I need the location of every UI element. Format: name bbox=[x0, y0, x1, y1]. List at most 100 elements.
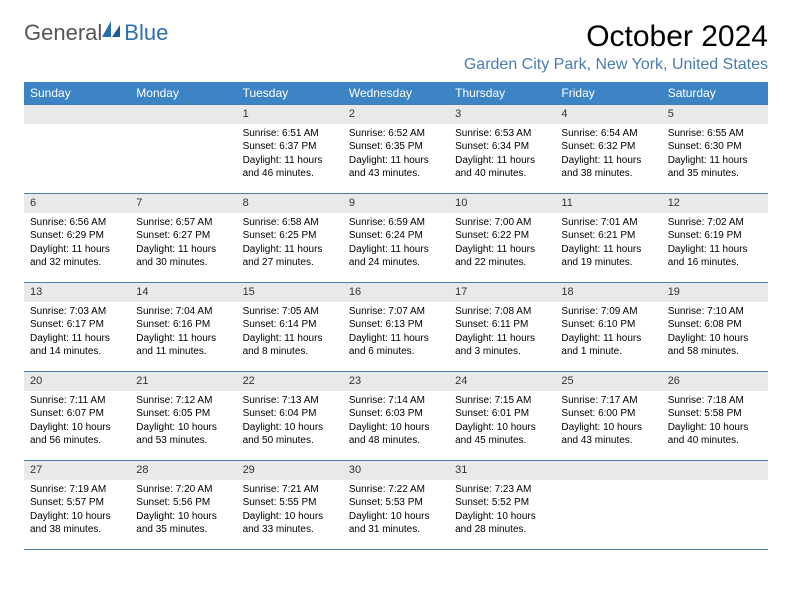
calendar-cell: 19Sunrise: 7:10 AMSunset: 6:08 PMDayligh… bbox=[662, 283, 768, 371]
day-number: 20 bbox=[24, 372, 130, 391]
calendar-cell: 31Sunrise: 7:23 AMSunset: 5:52 PMDayligh… bbox=[449, 461, 555, 549]
day-number: 18 bbox=[555, 283, 661, 302]
cell-body: Sunrise: 7:19 AMSunset: 5:57 PMDaylight:… bbox=[24, 480, 130, 543]
calendar-cell: 29Sunrise: 7:21 AMSunset: 5:55 PMDayligh… bbox=[237, 461, 343, 549]
title-block: October 2024 Garden City Park, New York,… bbox=[464, 20, 768, 74]
calendar-cell: 11Sunrise: 7:01 AMSunset: 6:21 PMDayligh… bbox=[555, 194, 661, 282]
day-number: 17 bbox=[449, 283, 555, 302]
day-number: 31 bbox=[449, 461, 555, 480]
cell-body: Sunrise: 6:51 AMSunset: 6:37 PMDaylight:… bbox=[237, 124, 343, 187]
logo: General Blue bbox=[24, 20, 168, 46]
day-number bbox=[555, 461, 661, 480]
cell-body: Sunrise: 7:10 AMSunset: 6:08 PMDaylight:… bbox=[662, 302, 768, 365]
cell-body: Sunrise: 6:55 AMSunset: 6:30 PMDaylight:… bbox=[662, 124, 768, 187]
calendar-cell: 20Sunrise: 7:11 AMSunset: 6:07 PMDayligh… bbox=[24, 372, 130, 460]
cell-body: Sunrise: 6:59 AMSunset: 6:24 PMDaylight:… bbox=[343, 213, 449, 276]
calendar-cell: 18Sunrise: 7:09 AMSunset: 6:10 PMDayligh… bbox=[555, 283, 661, 371]
cell-body: Sunrise: 6:58 AMSunset: 6:25 PMDaylight:… bbox=[237, 213, 343, 276]
day-number: 29 bbox=[237, 461, 343, 480]
day-number: 5 bbox=[662, 105, 768, 124]
calendar-cell: 9Sunrise: 6:59 AMSunset: 6:24 PMDaylight… bbox=[343, 194, 449, 282]
day-number: 3 bbox=[449, 105, 555, 124]
day-header: Sunday bbox=[24, 82, 130, 104]
logo-sail-icon bbox=[100, 19, 122, 44]
cell-body: Sunrise: 7:08 AMSunset: 6:11 PMDaylight:… bbox=[449, 302, 555, 365]
cell-body: Sunrise: 7:13 AMSunset: 6:04 PMDaylight:… bbox=[237, 391, 343, 454]
day-number: 1 bbox=[237, 105, 343, 124]
day-number: 28 bbox=[130, 461, 236, 480]
calendar-cell bbox=[555, 461, 661, 549]
calendar-cell: 22Sunrise: 7:13 AMSunset: 6:04 PMDayligh… bbox=[237, 372, 343, 460]
day-header: Tuesday bbox=[237, 82, 343, 104]
day-number: 14 bbox=[130, 283, 236, 302]
calendar-cell: 15Sunrise: 7:05 AMSunset: 6:14 PMDayligh… bbox=[237, 283, 343, 371]
week-row: 13Sunrise: 7:03 AMSunset: 6:17 PMDayligh… bbox=[24, 282, 768, 371]
cell-body: Sunrise: 7:11 AMSunset: 6:07 PMDaylight:… bbox=[24, 391, 130, 454]
header: General Blue October 2024 Garden City Pa… bbox=[24, 20, 768, 74]
day-headers-row: SundayMondayTuesdayWednesdayThursdayFrid… bbox=[24, 82, 768, 104]
calendar-cell bbox=[662, 461, 768, 549]
cell-body: Sunrise: 7:01 AMSunset: 6:21 PMDaylight:… bbox=[555, 213, 661, 276]
cell-body: Sunrise: 7:09 AMSunset: 6:10 PMDaylight:… bbox=[555, 302, 661, 365]
calendar-cell: 14Sunrise: 7:04 AMSunset: 6:16 PMDayligh… bbox=[130, 283, 236, 371]
calendar-cell: 24Sunrise: 7:15 AMSunset: 6:01 PMDayligh… bbox=[449, 372, 555, 460]
day-number: 22 bbox=[237, 372, 343, 391]
cell-body: Sunrise: 7:20 AMSunset: 5:56 PMDaylight:… bbox=[130, 480, 236, 543]
day-number: 4 bbox=[555, 105, 661, 124]
cell-body: Sunrise: 7:14 AMSunset: 6:03 PMDaylight:… bbox=[343, 391, 449, 454]
day-number: 26 bbox=[662, 372, 768, 391]
day-number: 12 bbox=[662, 194, 768, 213]
calendar-cell: 12Sunrise: 7:02 AMSunset: 6:19 PMDayligh… bbox=[662, 194, 768, 282]
day-number: 23 bbox=[343, 372, 449, 391]
day-header: Monday bbox=[130, 82, 236, 104]
calendar-cell: 8Sunrise: 6:58 AMSunset: 6:25 PMDaylight… bbox=[237, 194, 343, 282]
day-number: 24 bbox=[449, 372, 555, 391]
day-number: 6 bbox=[24, 194, 130, 213]
week-row: 20Sunrise: 7:11 AMSunset: 6:07 PMDayligh… bbox=[24, 371, 768, 460]
day-number: 16 bbox=[343, 283, 449, 302]
cell-body: Sunrise: 7:05 AMSunset: 6:14 PMDaylight:… bbox=[237, 302, 343, 365]
cell-body: Sunrise: 7:23 AMSunset: 5:52 PMDaylight:… bbox=[449, 480, 555, 543]
calendar-cell: 4Sunrise: 6:54 AMSunset: 6:32 PMDaylight… bbox=[555, 105, 661, 193]
cell-body: Sunrise: 7:22 AMSunset: 5:53 PMDaylight:… bbox=[343, 480, 449, 543]
week-row: 1Sunrise: 6:51 AMSunset: 6:37 PMDaylight… bbox=[24, 104, 768, 193]
day-number: 21 bbox=[130, 372, 236, 391]
calendar-cell: 3Sunrise: 6:53 AMSunset: 6:34 PMDaylight… bbox=[449, 105, 555, 193]
cell-body: Sunrise: 7:02 AMSunset: 6:19 PMDaylight:… bbox=[662, 213, 768, 276]
calendar-cell: 25Sunrise: 7:17 AMSunset: 6:00 PMDayligh… bbox=[555, 372, 661, 460]
calendar-cell: 30Sunrise: 7:22 AMSunset: 5:53 PMDayligh… bbox=[343, 461, 449, 549]
calendar-cell: 27Sunrise: 7:19 AMSunset: 5:57 PMDayligh… bbox=[24, 461, 130, 549]
day-number: 27 bbox=[24, 461, 130, 480]
calendar-cell: 13Sunrise: 7:03 AMSunset: 6:17 PMDayligh… bbox=[24, 283, 130, 371]
day-number: 19 bbox=[662, 283, 768, 302]
calendar-cell bbox=[24, 105, 130, 193]
day-number: 7 bbox=[130, 194, 236, 213]
day-header: Friday bbox=[555, 82, 661, 104]
week-row: 6Sunrise: 6:56 AMSunset: 6:29 PMDaylight… bbox=[24, 193, 768, 282]
cell-body: Sunrise: 6:56 AMSunset: 6:29 PMDaylight:… bbox=[24, 213, 130, 276]
cell-body: Sunrise: 7:15 AMSunset: 6:01 PMDaylight:… bbox=[449, 391, 555, 454]
day-number: 9 bbox=[343, 194, 449, 213]
cell-body: Sunrise: 6:52 AMSunset: 6:35 PMDaylight:… bbox=[343, 124, 449, 187]
calendar: SundayMondayTuesdayWednesdayThursdayFrid… bbox=[24, 82, 768, 550]
cell-body: Sunrise: 7:18 AMSunset: 5:58 PMDaylight:… bbox=[662, 391, 768, 454]
calendar-cell: 2Sunrise: 6:52 AMSunset: 6:35 PMDaylight… bbox=[343, 105, 449, 193]
day-number: 11 bbox=[555, 194, 661, 213]
day-number bbox=[130, 105, 236, 124]
calendar-cell: 16Sunrise: 7:07 AMSunset: 6:13 PMDayligh… bbox=[343, 283, 449, 371]
day-number: 25 bbox=[555, 372, 661, 391]
cell-body: Sunrise: 7:03 AMSunset: 6:17 PMDaylight:… bbox=[24, 302, 130, 365]
calendar-cell: 7Sunrise: 6:57 AMSunset: 6:27 PMDaylight… bbox=[130, 194, 236, 282]
cell-body: Sunrise: 7:07 AMSunset: 6:13 PMDaylight:… bbox=[343, 302, 449, 365]
week-row: 27Sunrise: 7:19 AMSunset: 5:57 PMDayligh… bbox=[24, 460, 768, 550]
day-header: Wednesday bbox=[343, 82, 449, 104]
calendar-cell: 23Sunrise: 7:14 AMSunset: 6:03 PMDayligh… bbox=[343, 372, 449, 460]
cell-body: Sunrise: 7:21 AMSunset: 5:55 PMDaylight:… bbox=[237, 480, 343, 543]
cell-body: Sunrise: 7:17 AMSunset: 6:00 PMDaylight:… bbox=[555, 391, 661, 454]
day-number: 13 bbox=[24, 283, 130, 302]
calendar-cell: 21Sunrise: 7:12 AMSunset: 6:05 PMDayligh… bbox=[130, 372, 236, 460]
cell-body: Sunrise: 6:54 AMSunset: 6:32 PMDaylight:… bbox=[555, 124, 661, 187]
logo-text-blue: Blue bbox=[124, 20, 168, 46]
day-header: Thursday bbox=[449, 82, 555, 104]
calendar-cell: 6Sunrise: 6:56 AMSunset: 6:29 PMDaylight… bbox=[24, 194, 130, 282]
